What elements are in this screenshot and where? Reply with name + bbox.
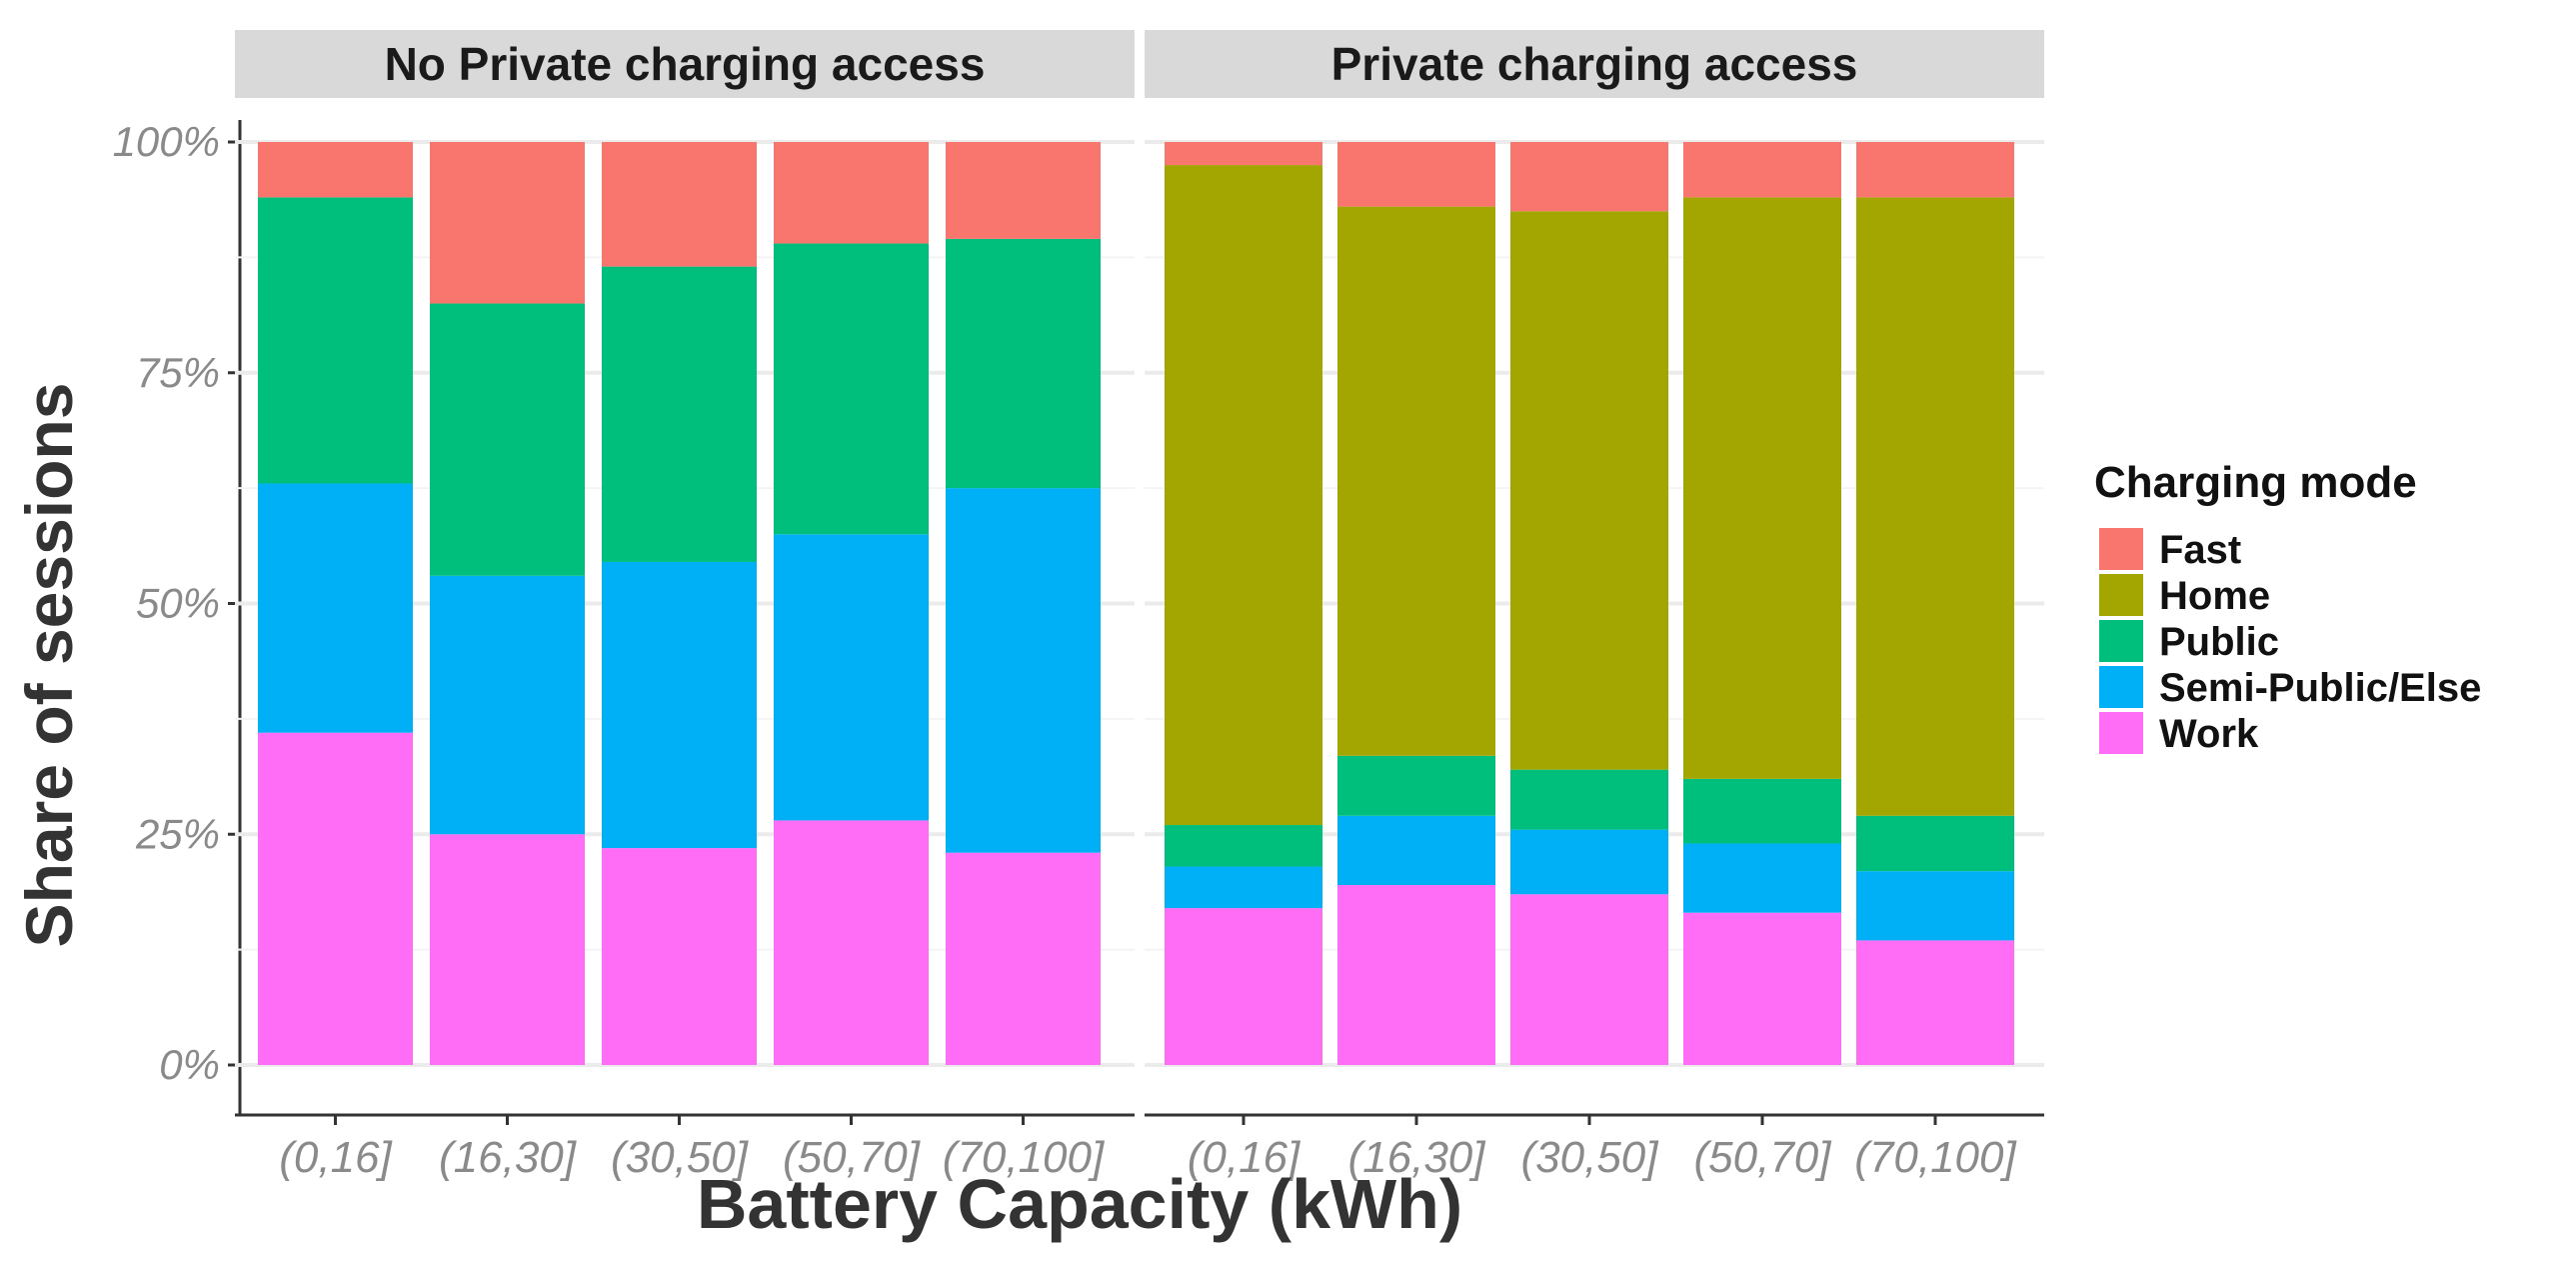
bar-segment-semi-public-else-p2-2 bbox=[1337, 815, 1495, 886]
legend-key-public bbox=[2099, 620, 2143, 662]
x-tick-label: (70,100] bbox=[943, 1133, 1106, 1182]
bar-segment-semi-public-else-p2-3 bbox=[1510, 829, 1668, 895]
bar-segment-public-p2-3 bbox=[1510, 769, 1668, 830]
facet-strip-title-1: No Private charging access bbox=[385, 38, 986, 90]
x-tick-label: (30,50] bbox=[1521, 1133, 1660, 1182]
facet-strip-2 bbox=[1145, 30, 2044, 98]
bar-segment-work-p2-2 bbox=[1337, 885, 1495, 1065]
bar-segment-public-p1-4 bbox=[774, 243, 929, 535]
facet-strip-1 bbox=[235, 30, 1135, 98]
legend-key-fast bbox=[2099, 528, 2143, 570]
bar-segment-home-p2-3 bbox=[1510, 211, 1668, 770]
legend-key-semi-public-else bbox=[2099, 666, 2143, 708]
y-tick-label: 75% bbox=[136, 349, 220, 396]
x-tick-label: (50,70] bbox=[1694, 1133, 1833, 1182]
bar-segment-public-p2-2 bbox=[1337, 755, 1495, 816]
legend-title: Charging mode bbox=[2094, 458, 2417, 507]
tick-labels: (0,16] (16,30] (30,50] (50,70] (70,100] (0,16… bbox=[113, 118, 2018, 1182]
y-axis-title: Share of sessions bbox=[12, 383, 86, 948]
x-tick-label: (0,16] bbox=[1188, 1133, 1301, 1182]
legend-label: Home bbox=[2159, 574, 2270, 618]
bar-segment-public-p1-2 bbox=[430, 303, 585, 576]
bar-segment-work-p2-4 bbox=[1683, 912, 1841, 1065]
legend-label: Semi-Public/Else bbox=[2159, 666, 2481, 710]
bar-segment-home-p2-2 bbox=[1337, 206, 1495, 756]
bar-segment-semi-public-else-p1-2 bbox=[430, 575, 585, 835]
bar-segment-semi-public-else-p2-4 bbox=[1683, 843, 1841, 913]
legend-label: Fast bbox=[2159, 528, 2241, 572]
bar-segment-work-p1-2 bbox=[430, 834, 585, 1065]
bar-segment-fast-p1-5 bbox=[946, 142, 1101, 239]
bar-segment-home-p2-1 bbox=[1165, 165, 1322, 826]
bar-segment-semi-public-else-p1-4 bbox=[774, 534, 929, 821]
bar-segment-work-p1-4 bbox=[774, 820, 929, 1065]
bar-segment-public-p2-5 bbox=[1856, 815, 2014, 872]
legend-key-home bbox=[2099, 574, 2143, 616]
bars-layer bbox=[258, 142, 2014, 1065]
bar-segment-work-p2-5 bbox=[1856, 940, 2014, 1065]
bar-segment-work-p1-5 bbox=[946, 852, 1101, 1065]
x-tick-label: (16,30] bbox=[1348, 1133, 1487, 1182]
bar-segment-fast-p1-1 bbox=[258, 142, 413, 198]
bar-segment-public-p1-3 bbox=[602, 266, 757, 562]
bar-segment-fast-p2-3 bbox=[1510, 142, 1668, 212]
bar-segment-home-p2-4 bbox=[1683, 197, 1841, 779]
bar-segment-fast-p1-2 bbox=[430, 142, 585, 304]
x-axis-title: Battery Capacity (kWh) bbox=[697, 1165, 1462, 1243]
bar-segment-semi-public-else-p1-5 bbox=[946, 488, 1101, 853]
x-tick-label: (16,30] bbox=[439, 1133, 578, 1182]
legend-label: Public bbox=[2159, 620, 2279, 664]
x-tick-label: (50,70] bbox=[783, 1133, 922, 1182]
y-tick-label: 25% bbox=[135, 810, 220, 857]
bar-segment-work-p1-1 bbox=[258, 732, 413, 1065]
bar-segment-home-p2-5 bbox=[1856, 197, 2014, 816]
x-tick-label: (70,100] bbox=[1854, 1133, 2017, 1182]
bar-segment-work-p2-3 bbox=[1510, 894, 1668, 1065]
bar-segment-fast-p2-1 bbox=[1165, 142, 1322, 166]
facet-strip-title-2: Private charging access bbox=[1331, 38, 1858, 90]
bar-segment-public-p2-1 bbox=[1165, 825, 1322, 867]
bar-segment-work-p2-1 bbox=[1165, 908, 1322, 1065]
bar-segment-fast-p2-5 bbox=[1856, 142, 2014, 198]
bar-segment-public-p2-4 bbox=[1683, 778, 1841, 844]
y-tick-label: 50% bbox=[136, 580, 220, 627]
x-tick-label: (30,50] bbox=[611, 1133, 750, 1182]
bar-segment-semi-public-else-p1-1 bbox=[258, 483, 413, 733]
bar-segment-fast-p2-2 bbox=[1337, 142, 1495, 207]
bar-segment-fast-p1-4 bbox=[774, 142, 929, 244]
bar-segment-work-p1-3 bbox=[602, 848, 757, 1065]
facet-strips: No Private charging access Private chargi… bbox=[235, 30, 2044, 98]
y-tick-label: 100% bbox=[113, 118, 220, 165]
bar-segment-fast-p2-4 bbox=[1683, 142, 1841, 198]
x-tick-label: (0,16] bbox=[279, 1133, 393, 1182]
legend-label: Work bbox=[2159, 712, 2259, 756]
y-tick-label: 0% bbox=[159, 1041, 220, 1088]
bar-segment-fast-p1-3 bbox=[602, 142, 757, 267]
bar-segment-public-p1-5 bbox=[946, 238, 1101, 489]
legend: Charging mode FastHomePublicSemi-Public/… bbox=[2094, 458, 2481, 756]
bar-segment-semi-public-else-p2-5 bbox=[1856, 871, 2014, 941]
bar-segment-semi-public-else-p2-1 bbox=[1165, 866, 1322, 909]
legend-key-work bbox=[2099, 712, 2143, 754]
bar-segment-semi-public-else-p1-3 bbox=[602, 561, 757, 849]
bar-segment-public-p1-1 bbox=[258, 197, 413, 484]
